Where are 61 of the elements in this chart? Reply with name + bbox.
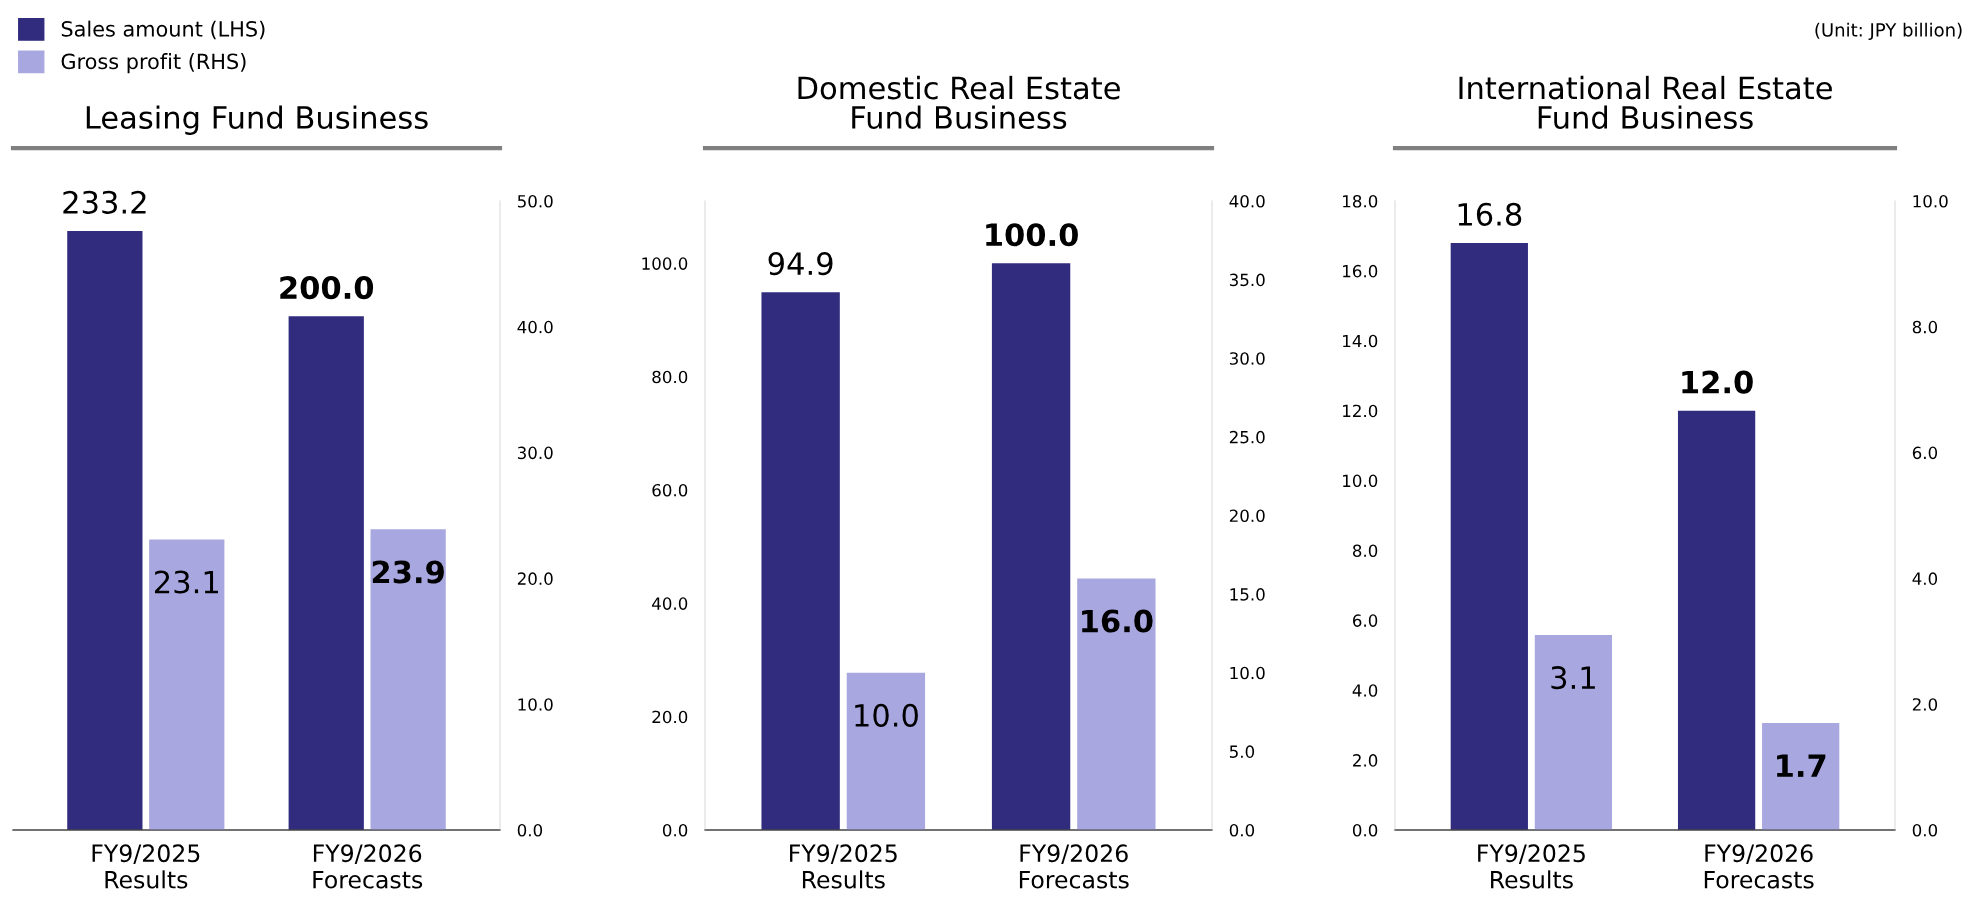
x-tick-label: FY9/2025 Results: [1478, 844, 1585, 889]
y2-tick-label: 50.0: [517, 194, 553, 208]
y2-tick-label: 6.0: [1912, 446, 1938, 460]
data-label: 16.0: [1082, 609, 1153, 633]
y2-tick-label: 5.0: [1229, 745, 1255, 758]
y2-tick-label: 20.0: [1229, 509, 1265, 523]
y2-tick-label: 10.0: [518, 698, 553, 711]
x-tick-label: FY9/2025 Results: [92, 844, 200, 889]
y-tick-label: 16.0: [1343, 264, 1378, 278]
y-tick-label: 8.0: [1352, 544, 1378, 558]
y-tick-label: 4.0: [1352, 684, 1378, 697]
x-tick-label: FY9/2026 Forecasts: [1019, 844, 1129, 889]
data-label: 94.9: [768, 252, 833, 276]
y-tick-label: 40.0: [652, 597, 688, 610]
y2-tick-label: 35.0: [1229, 273, 1265, 287]
y-tick-label: 80.0: [652, 370, 688, 384]
data-label: 23.9: [372, 560, 444, 584]
data-label: 23.1: [154, 570, 218, 594]
data-label: 1.7: [1777, 754, 1826, 777]
y-tick-label: 0.0: [662, 823, 688, 837]
data-label: 200.0: [280, 276, 374, 300]
data-label: 10.0: [855, 703, 918, 727]
y2-tick-label: 0.0: [1912, 823, 1938, 837]
chart-title: International Real Estate Fund Business: [1459, 75, 1832, 130]
y2-tick-label: 30.0: [1229, 352, 1265, 365]
y2-tick-label: 30.0: [517, 446, 553, 460]
text: (Unit: JPY billion): [1815, 22, 1962, 41]
y-tick-label: 14.0: [1343, 334, 1378, 348]
data-label: 233.2: [63, 190, 146, 214]
y2-tick-label: 40.0: [1229, 194, 1265, 208]
y-tick-label: 60.0: [652, 483, 688, 497]
legend-label: Sales amount (LHS): [61, 20, 265, 40]
y2-tick-label: 2.0: [1912, 698, 1938, 711]
y2-tick-label: 10.0: [1913, 194, 1948, 208]
y-tick-label: 20.0: [652, 710, 688, 724]
x-tick-label: FY9/2026 Forecasts: [313, 844, 423, 889]
chart-title: Domestic Real Estate Fund Business: [798, 75, 1120, 130]
y-tick-label: 12.0: [1343, 404, 1378, 418]
y2-tick-label: 0.0: [517, 823, 543, 837]
y-tick-label: 10.0: [1343, 474, 1378, 488]
y2-tick-label: 8.0: [1912, 320, 1938, 334]
y2-tick-label: 20.0: [517, 572, 553, 585]
y2-tick-label: 15.0: [1230, 588, 1265, 601]
y2-tick-label: 10.0: [1230, 666, 1265, 680]
y-tick-label: 2.0: [1353, 754, 1378, 767]
data-label: 100.0: [986, 223, 1078, 247]
y-tick-label: 18.0: [1343, 194, 1378, 208]
legend-label: Gross profit (RHS): [61, 53, 246, 74]
x-tick-label: FY9/2025 Results: [790, 844, 897, 889]
y2-tick-label: 25.0: [1229, 430, 1265, 444]
data-label: 16.8: [1458, 202, 1522, 226]
y2-tick-label: 4.0: [1912, 572, 1938, 585]
data-label: 3.1: [1551, 666, 1595, 690]
y2-tick-label: 0.0: [1229, 823, 1255, 837]
y-tick-label: 6.0: [1352, 614, 1378, 627]
chart-title: Leasing Fund Business: [86, 105, 428, 135]
y2-tick-label: 40.0: [517, 320, 553, 334]
data-label: 12.0: [1682, 370, 1753, 394]
y-tick-label: 100.0: [642, 257, 688, 270]
x-tick-label: FY9/2026 Forecasts: [1704, 844, 1814, 889]
y-tick-label: 0.0: [1352, 823, 1378, 837]
